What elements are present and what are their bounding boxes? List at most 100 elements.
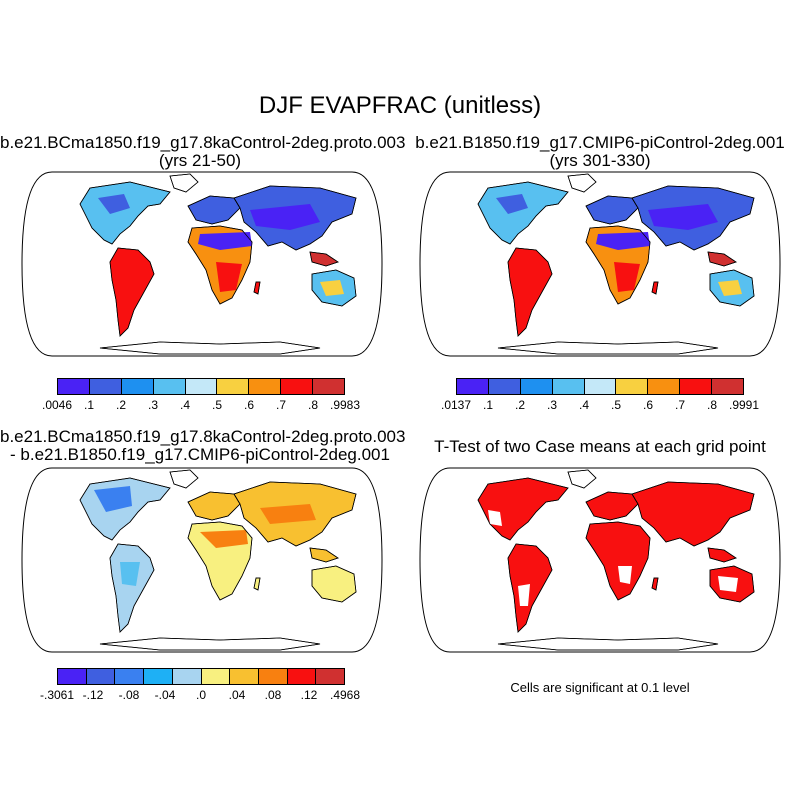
central-asia-dry-region [648,204,718,230]
continent-southAmerica [507,543,553,633]
case2-title-line2: (yrs 301-330) [549,151,651,170]
continent-greenland [169,173,199,193]
asia-positive-region [260,504,316,524]
continent-southAmerica [109,247,155,337]
case1-colorbar-swatch [121,379,154,394]
diff-colorbar-swatch [144,669,173,684]
case2-colorbar-swatch [520,379,553,394]
continent-northAmerica [79,181,171,245]
southern-africa-wet-region [614,262,640,292]
continent-greenland [567,469,597,489]
continent-northAmerica [477,477,569,541]
diff-colorbar-label: .08 [264,688,282,702]
case2-colorbar-swatch [616,379,649,394]
insignificant-region [718,576,738,592]
map-boundary [419,171,781,357]
map-boundary [419,467,781,653]
map-boundary [21,467,383,653]
case2-map [419,171,781,357]
case1-colorbar-swatch [281,379,314,394]
continent-greenland [169,469,199,489]
sahara-dry-region [596,232,650,250]
north-america-dry-region [496,194,528,214]
case1-colorbar-label: .0046 [41,398,73,412]
case2-colorbar-label: .9991 [728,398,760,412]
sahara-dry-region [198,232,252,250]
diff-colorbar-label: .04 [228,688,246,702]
case2-colorbar-swatch [712,379,744,394]
diff-colorbar-swatch [287,669,317,684]
north-america-dry-region [98,194,130,214]
diff-colorbar-swatch [86,669,116,684]
diff-colorbar-label: .0 [195,688,207,702]
case1-colorbar-swatch [185,379,218,394]
case1-colorbar-label: .9983 [329,398,361,412]
southern-africa-wet-region [216,262,242,292]
diff-colorbar-label: -.04 [154,688,176,702]
diff-colorbar-label: -.3061 [39,688,75,702]
case2-colorbar-swatch [648,379,681,394]
case1-colorbar [57,378,345,395]
ttest-map [419,467,781,653]
diff-colorbar-swatch [258,669,288,684]
diff-title-line1: b.e21.BCma1850.f19_g17.8kaControl-2deg.p… [0,427,406,446]
case2-colorbar-label: .6 [642,398,654,412]
continent-africa [585,521,651,601]
insignificant-region [618,566,632,584]
continent-asia [631,481,755,547]
sahara-positive-region [200,530,248,548]
case1-colorbar-swatch [217,379,250,394]
case1-colorbar-swatch [58,379,90,394]
case2-colorbar-label: .1 [482,398,494,412]
case2-colorbar-label: .3 [546,398,558,412]
case1-map [21,171,383,357]
insignificant-region [518,584,530,606]
case2-colorbar-label: .7 [674,398,686,412]
diff-map [21,467,383,653]
diff-colorbar-swatch [201,669,231,684]
case2-colorbar-swatch [457,379,489,394]
diff-colorbar-label: .12 [300,688,318,702]
case2-colorbar-label: .0137 [440,398,472,412]
case1-colorbar-label: .6 [243,398,255,412]
diff-colorbar-label: -.12 [82,688,104,702]
diff-title: b.e21.BCma1850.f19_g17.8kaControl-2deg.p… [0,427,406,464]
case2-title: b.e21.B1850.f19_g17.CMIP6-piControl-2deg… [400,134,800,170]
case2-colorbar-swatch [584,379,617,394]
ttest-title: T-Test of two Case means at each grid po… [434,437,766,456]
case2-colorbar-label: .2 [514,398,526,412]
case2-colorbar-swatch [680,379,713,394]
australia-mid-region [320,280,344,296]
case1-colorbar-swatch [153,379,186,394]
diff-colorbar-swatch [58,669,87,684]
case1-title-line1: b.e21.BCma1850.f19_g17.8kaControl-2deg.p… [0,133,406,152]
diff-colorbar-swatch [172,669,202,684]
case1-colorbar-swatch [313,379,345,394]
continent-southAmerica [507,247,553,337]
figure-title: DJF EVAPFRAC (unitless) [258,92,542,119]
diff-colorbar-swatch [316,669,345,684]
case2-colorbar-swatch [488,379,521,394]
case1-colorbar-label: .2 [115,398,127,412]
diff-title-line2: - b.e21.B1850.f19_g17.CMIP6-piControl-2d… [10,445,390,464]
australia-mid-region [718,280,742,296]
central-asia-dry-region [250,204,320,230]
case1-colorbar-label: .3 [147,398,159,412]
diff-colorbar [57,668,345,685]
diff-colorbar-label: .4968 [329,688,361,702]
case1-colorbar-label: .5 [211,398,223,412]
south-america-negative-region [120,562,140,586]
map-boundary [21,171,383,357]
case1-colorbar-swatch [89,379,122,394]
case1-title-line2: (yrs 21-50) [158,151,242,170]
continent-greenland [567,173,597,193]
case2-colorbar-label: .8 [706,398,718,412]
diff-colorbar-swatch [115,669,145,684]
case2-colorbar-swatch [552,379,585,394]
case2-colorbar-label: .5 [610,398,622,412]
case2-title-line1: b.e21.B1850.f19_g17.CMIP6-piControl-2deg… [415,133,785,152]
north-america-negative-region [94,486,132,512]
continent-southAmerica [109,543,155,633]
case1-colorbar-swatch [249,379,282,394]
